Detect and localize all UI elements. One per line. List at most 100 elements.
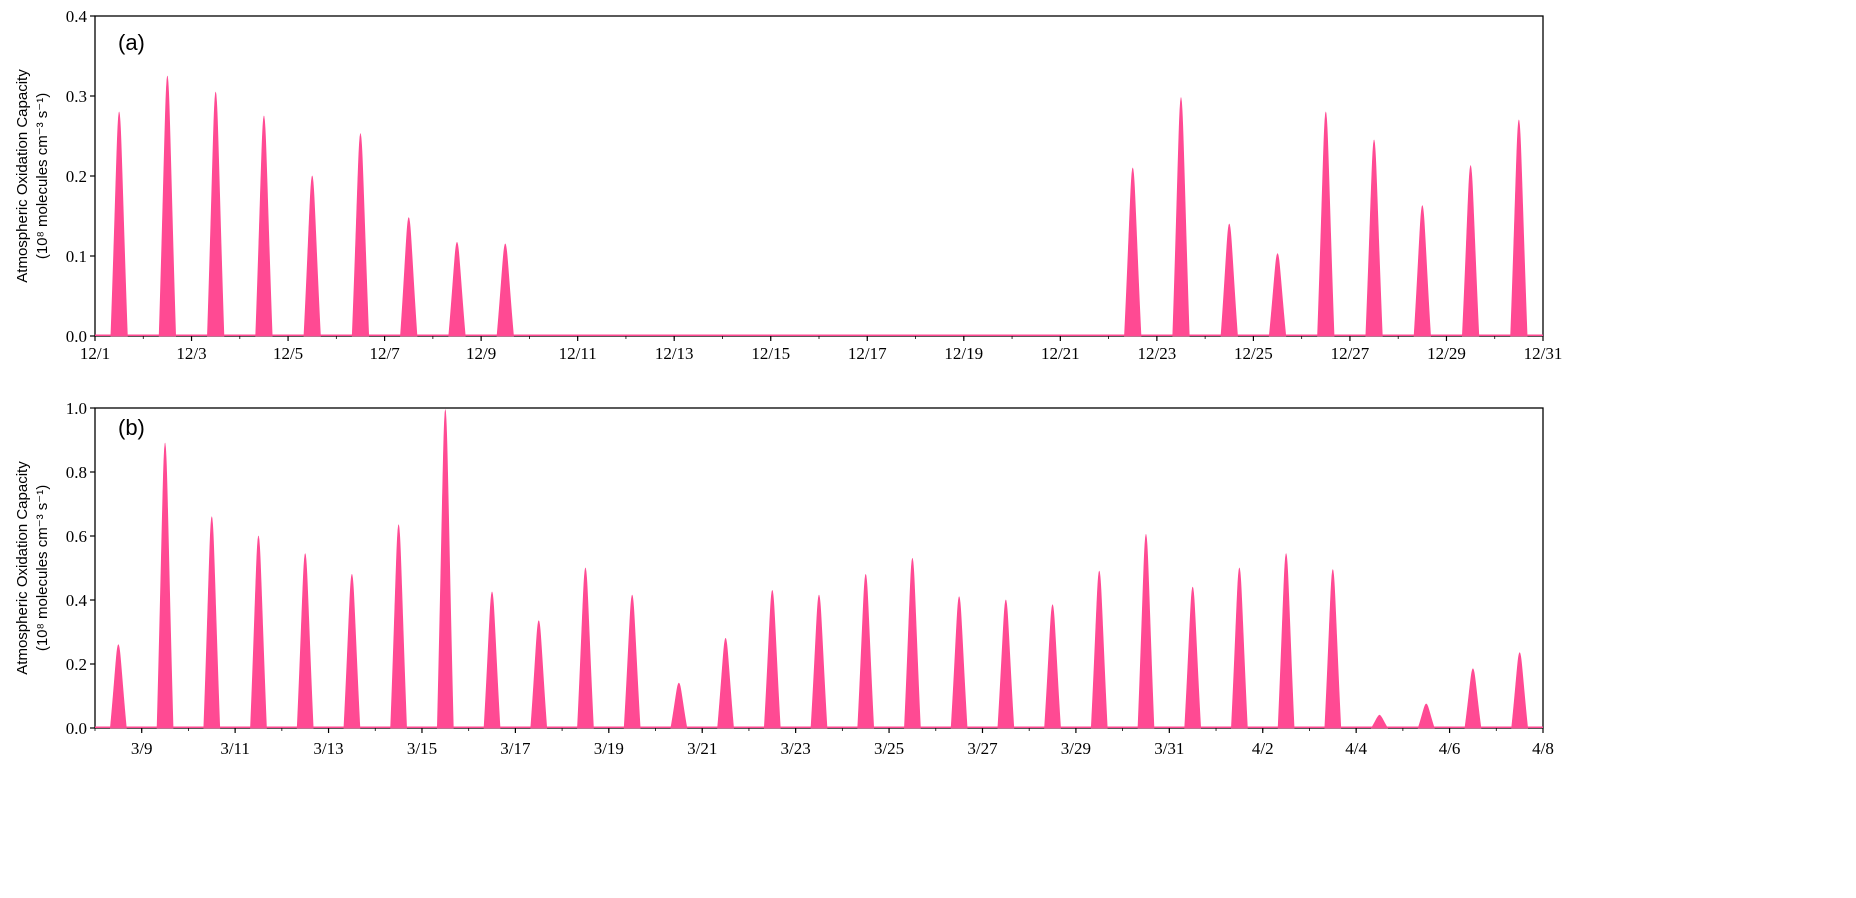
daily-peak	[1317, 111, 1335, 337]
y-axis-label: Atmospheric Oxidation Capacity	[14, 461, 31, 675]
daily-peak	[436, 409, 454, 729]
daily-peak	[1365, 139, 1383, 337]
daily-peak	[303, 175, 321, 337]
daily-peak	[1172, 97, 1190, 337]
daily-peak	[1417, 703, 1435, 729]
x-tick-label: 12/3	[176, 344, 206, 363]
x-tick-label: 3/17	[500, 739, 531, 758]
x-tick-label: 3/19	[594, 739, 624, 758]
y-tick-label: 0.2	[66, 167, 87, 186]
y-tick-label: 0.1	[66, 247, 87, 266]
y-tick-label: 0.6	[66, 527, 87, 546]
x-tick-label: 12/7	[369, 344, 400, 363]
daily-peak	[1231, 567, 1248, 729]
x-tick-label: 12/27	[1331, 344, 1370, 363]
daily-peak	[255, 115, 273, 337]
x-tick-label: 4/8	[1532, 739, 1554, 758]
daily-peak	[1137, 533, 1155, 729]
daily-peak	[1184, 586, 1202, 729]
y-axis-unit: (10⁸ molecules cm⁻³ s⁻¹)	[34, 485, 51, 651]
daily-peak	[158, 75, 177, 337]
x-tick-label: 3/15	[407, 739, 437, 758]
x-tick-label: 12/19	[944, 344, 983, 363]
x-tick-label: 12/17	[848, 344, 887, 363]
y-tick-label: 0.4	[66, 7, 88, 26]
daily-peak	[343, 573, 361, 729]
daily-peak	[1124, 167, 1142, 337]
daily-peak	[763, 589, 781, 729]
x-tick-label: 3/31	[1154, 739, 1184, 758]
daily-peak	[1370, 714, 1389, 729]
daily-peak	[483, 591, 501, 729]
daily-peak	[250, 535, 267, 729]
x-tick-label: 12/21	[1041, 344, 1080, 363]
x-tick-label: 3/23	[781, 739, 811, 758]
daily-peak	[400, 217, 418, 337]
daily-peak	[577, 567, 594, 729]
daily-peak	[296, 553, 314, 729]
daily-peak	[351, 133, 370, 337]
daily-peak	[1090, 570, 1108, 729]
daily-peak	[448, 241, 466, 337]
daily-peak	[670, 682, 688, 729]
daily-peak	[950, 596, 968, 729]
x-tick-label: 3/9	[131, 739, 153, 758]
x-tick-label: 12/29	[1427, 344, 1466, 363]
panel-b: 0.0 0.2 0.4 0.6 0.8 1.0 3/9 3/11 3/13 3/15 3/17 3/1…	[14, 399, 1554, 758]
daily-peak	[717, 637, 734, 729]
y-axis-unit: (10⁸ molecules cm⁻³ s⁻¹)	[34, 93, 51, 259]
daily-peak	[1268, 253, 1287, 337]
x-tick-label: 3/27	[967, 739, 998, 758]
x-tick-label: 12/23	[1137, 344, 1176, 363]
x-tick-label: 4/6	[1439, 739, 1461, 758]
daily-peak	[203, 516, 221, 729]
y-tick-label: 0.4	[66, 591, 88, 610]
daily-peak	[109, 644, 127, 729]
x-tick-label: 12/31	[1524, 344, 1563, 363]
daily-peak	[1277, 553, 1295, 729]
x-tick-label: 3/29	[1061, 739, 1091, 758]
daily-peak	[904, 557, 921, 729]
panel-a: 0.0 0.1 0.2 0.3 0.4 12/1 12/3 12/5 12/7 12/9 12/11…	[14, 7, 1562, 363]
x-tick-label: 4/2	[1252, 739, 1274, 758]
daily-peak	[390, 524, 407, 729]
panel-label: (b)	[118, 415, 145, 440]
daily-peak	[207, 91, 225, 337]
daily-peak	[1413, 205, 1431, 337]
y-tick-label: 1.0	[66, 399, 87, 418]
y-tick-label: 0.0	[66, 719, 87, 738]
x-tick-label: 12/11	[559, 344, 597, 363]
daily-peak	[623, 594, 641, 729]
x-tick-label: 3/13	[313, 739, 343, 758]
y-tick-label: 0.2	[66, 655, 87, 674]
daily-peak	[496, 243, 514, 337]
x-tick-label: 3/11	[220, 739, 250, 758]
y-tick-label: 0.0	[66, 327, 87, 346]
daily-peak	[810, 594, 828, 729]
x-tick-label: 12/5	[273, 344, 303, 363]
x-tick-label: 3/21	[687, 739, 717, 758]
daily-peak	[1461, 165, 1480, 337]
daily-peak	[997, 599, 1015, 729]
daily-peak	[1510, 119, 1528, 337]
y-axis-label: Atmospheric Oxidation Capacity	[14, 69, 31, 283]
daily-peak	[1220, 223, 1238, 337]
daily-peak	[1511, 652, 1529, 729]
x-tick-label: 12/25	[1234, 344, 1273, 363]
y-tick-label: 0.3	[66, 87, 87, 106]
x-tick-label: 4/4	[1345, 739, 1367, 758]
y-tick-label: 0.8	[66, 463, 87, 482]
panel-label: (a)	[118, 30, 145, 55]
x-tick-label: 3/25	[874, 739, 904, 758]
x-tick-label: 12/15	[751, 344, 790, 363]
daily-peak	[110, 111, 128, 337]
daily-peak	[530, 620, 548, 729]
x-tick-label: 12/1	[80, 344, 110, 363]
x-tick-label: 12/9	[466, 344, 496, 363]
daily-peak	[156, 442, 174, 729]
x-tick-label: 12/13	[655, 344, 694, 363]
daily-peak	[1464, 668, 1482, 729]
daily-peak	[1044, 604, 1061, 729]
daily-peak	[857, 573, 875, 729]
